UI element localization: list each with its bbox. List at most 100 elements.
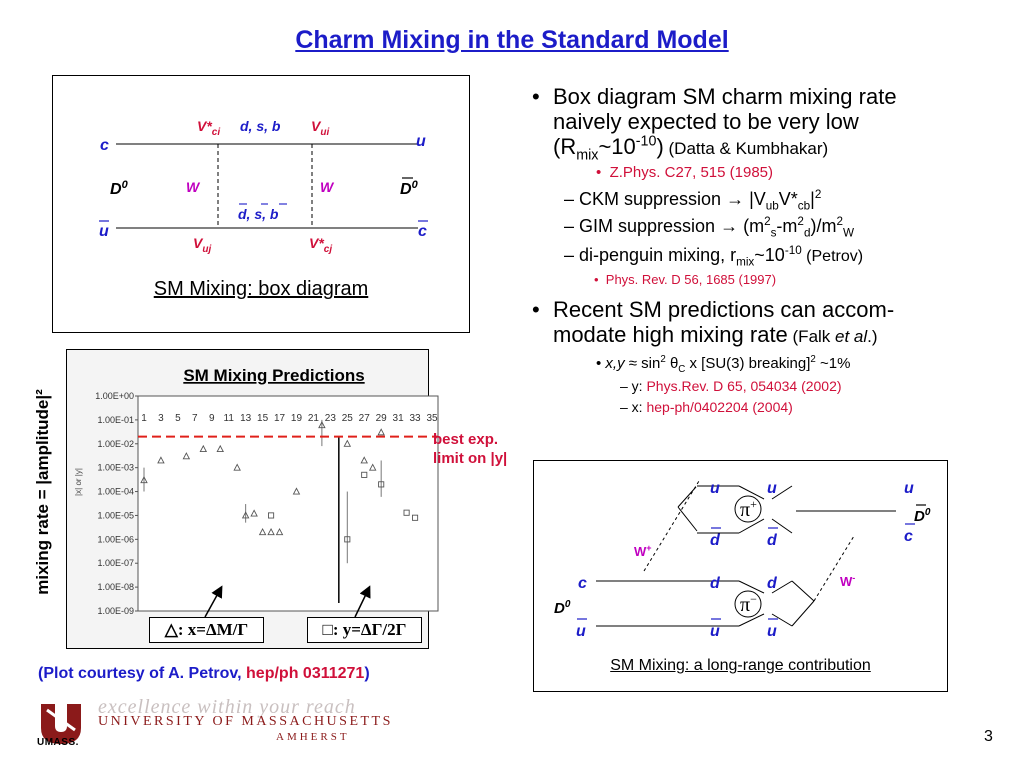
pi-minus-label: π− xyxy=(740,592,757,616)
y-tick-label: 1.00E-08 xyxy=(97,582,134,592)
y-tick-label: 1.00E-06 xyxy=(97,534,134,544)
x-tick-label: 25 xyxy=(342,413,354,424)
legend-arrows xyxy=(204,585,371,618)
plot-title: SM Mixing Predictions xyxy=(183,366,364,385)
legend-y: □: y=ΔΓ/2Γ xyxy=(307,617,422,643)
best-limit-label-line2: limit on |y| xyxy=(433,450,508,467)
quark-u-1: u xyxy=(710,480,720,497)
y-prediction-point xyxy=(361,471,368,478)
sub-dipenguin: – di-penguin mixing, rmix~10-10 (Petrov) xyxy=(564,244,864,269)
x-prediction-point xyxy=(360,456,368,464)
bullet-1-line3: (Rmix~10-10) (Datta & Kumbhakar) xyxy=(553,133,829,164)
inner-ylabel: |x| or |y| xyxy=(74,468,83,496)
y-tick-label: 1.00E-05 xyxy=(97,510,134,520)
y-prediction-point xyxy=(378,481,385,488)
umass-wordmark: UMASS. xyxy=(37,737,79,748)
x-prediction-point xyxy=(343,439,352,447)
x-prediction-point xyxy=(199,444,208,453)
bullet-1: • Box diagram SM charm mixing rate naive… xyxy=(532,84,1012,164)
bullet-marker: • xyxy=(532,297,540,322)
x-tick-label: 33 xyxy=(409,413,421,424)
quark-ubar-left: u xyxy=(576,623,586,640)
long-range-diagram: π+ π− u u u d d c d d u u u c W+ W- D0 D… xyxy=(554,480,931,640)
quark-dsb-bar-bottom: d, s, b xyxy=(238,206,279,222)
x-tick-label: 29 xyxy=(376,413,388,424)
y-tick-label: 1.00E-09 xyxy=(97,606,134,616)
x-tick-label: 13 xyxy=(240,413,252,424)
x-prediction-point xyxy=(140,475,148,484)
y-prediction-point xyxy=(268,512,275,519)
w-boson-right: W xyxy=(320,179,335,195)
long-range-panel: π+ π− u u u d d c d d u u u c W+ W- D0 D… xyxy=(533,460,948,692)
x-prediction-point xyxy=(216,444,224,453)
best-limit-label-line1: best exp. xyxy=(433,431,499,448)
ref-x: – x: hep-ph/0402204 (2004) xyxy=(620,399,793,415)
x-tick-label: 23 xyxy=(325,413,337,424)
umass-logo xyxy=(41,704,81,744)
x-prediction-point xyxy=(275,527,284,536)
legend-x: △: x=ΔM/Γ xyxy=(149,617,264,643)
x-tick-label: 19 xyxy=(291,413,303,424)
x-tick-label: 7 xyxy=(192,413,198,424)
y-tick-label: 1.00E-03 xyxy=(97,463,134,473)
y-tick-label: 1.00E-02 xyxy=(97,439,134,449)
y-tick-label: 1.00E+00 xyxy=(95,391,134,401)
quark-ubar-1: u xyxy=(710,623,720,640)
x-prediction-point xyxy=(182,452,191,460)
slide-title: Charm Mixing in the Standard Model xyxy=(295,26,729,54)
x-prediction-point xyxy=(377,428,385,436)
ckm-vcj: V*cj xyxy=(309,235,332,255)
quark-cbar-bottom: c xyxy=(418,223,427,240)
box-diagram-panel: c u u c D0 D0 V*ci d, s, b Vui W W d, s,… xyxy=(52,75,470,333)
quark-d-2: d xyxy=(767,575,778,592)
x-tick-label: 11 xyxy=(224,413,235,424)
x-tick-label: 27 xyxy=(359,413,371,424)
x-tick-label: 31 xyxy=(393,413,405,424)
umass-m-stroke xyxy=(46,708,76,732)
sub-gim: – GIM suppression → (m2s-m2d)/m2W xyxy=(564,215,854,240)
x-prediction-point xyxy=(318,421,326,429)
best-limit-label: best exp. limit on |y| xyxy=(433,430,507,468)
x-prediction-point xyxy=(368,463,377,471)
x-tick-label: 35 xyxy=(426,413,438,424)
x-tick-label: 9 xyxy=(209,413,215,424)
umass-motto: excellence within your reach xyxy=(98,696,356,718)
quark-u-top: u xyxy=(416,133,426,150)
campus-name: AMHERST xyxy=(276,731,350,743)
ckm-vuj: Vuj xyxy=(193,235,211,255)
quark-dsb-top: d, s, b xyxy=(240,118,281,134)
university-name: UNIVERSITY OF MASSACHUSETTS xyxy=(98,714,393,729)
quark-c-top: c xyxy=(100,137,109,154)
bullet-2: • Recent SM predictions can accom- modat… xyxy=(532,297,1012,349)
x-prediction-point xyxy=(258,527,267,536)
courtesy-ref: hep/ph 0311271 xyxy=(246,665,365,682)
plot-area xyxy=(137,395,439,612)
x-prediction-point xyxy=(157,456,165,464)
quark-cbar-right: c xyxy=(904,528,913,545)
mixing-rate-ylabel: mixing rate = |amplitude|² xyxy=(33,389,52,595)
meson-d0-left: D0 xyxy=(110,179,129,198)
ckm-vci: V*ci xyxy=(197,118,220,138)
x-tick-label: 1 xyxy=(141,413,147,424)
quark-u-2: u xyxy=(767,480,777,497)
x-prediction-point xyxy=(241,511,250,519)
w-plus-label: W+ xyxy=(634,543,652,559)
quark-c-left: c xyxy=(578,575,587,592)
bullet-list: • Box diagram SM charm mixing rate naive… xyxy=(532,84,1012,417)
box-diagram-caption: SM Mixing: box diagram xyxy=(153,278,369,300)
x-prediction-point xyxy=(292,487,301,495)
quark-d-1: d xyxy=(710,575,721,592)
sub-su3: • x,y ≈ sin2 θC x [SU(3) breaking]2 ~1% xyxy=(596,354,851,375)
y-prediction-point xyxy=(412,514,419,521)
ref-y: – y: Phys.Rev. D 65, 054034 (2002) xyxy=(620,378,842,394)
y-tick-label: 1.00E-01 xyxy=(97,415,134,425)
box-diagram: c u u c D0 D0 V*ci d, s, b Vui W W d, s,… xyxy=(99,118,428,255)
courtesy-suffix: ) xyxy=(364,665,370,682)
x-prediction-point xyxy=(233,463,241,471)
bullet-1-line2: naively expected to be very low xyxy=(553,109,859,134)
ref-datta: • Z.Phys. C27, 515 (1985) xyxy=(596,164,774,181)
x-prediction-point xyxy=(267,527,275,536)
meson-d0bar-right: D0 xyxy=(400,179,419,198)
quark-u-3: u xyxy=(904,480,914,497)
quark-dbar-2: d xyxy=(767,532,778,549)
